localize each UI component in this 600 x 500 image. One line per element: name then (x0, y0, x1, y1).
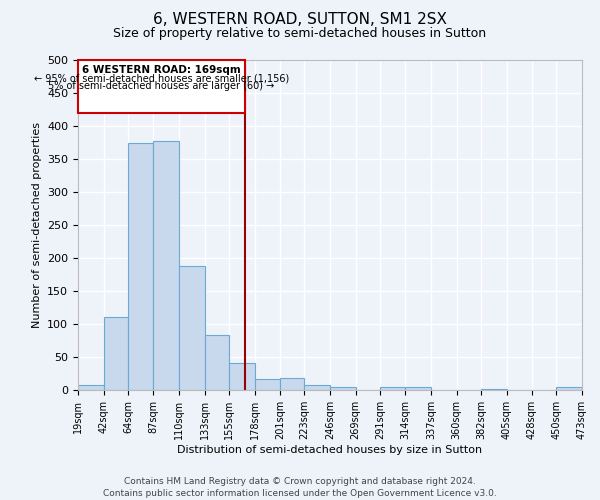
Bar (304, 384, 330, 390)
Bar (556, 386, 582, 390)
Text: Contains public sector information licensed under the Open Government Licence v3: Contains public sector information licen… (103, 489, 497, 498)
Bar (280, 378, 304, 390)
X-axis label: Distribution of semi-detached houses by size in Sutton: Distribution of semi-detached houses by … (178, 444, 482, 454)
Text: 5% of semi-detached houses are larger (60) →: 5% of semi-detached houses are larger (6… (48, 81, 274, 91)
Y-axis label: Number of semi-detached properties: Number of semi-detached properties (32, 122, 41, 328)
Bar (179, 266, 205, 390)
Bar (481, 388, 506, 390)
Bar (128, 142, 154, 390)
Text: 6, WESTERN ROAD, SUTTON, SM1 2SX: 6, WESTERN ROAD, SUTTON, SM1 2SX (153, 12, 447, 28)
Bar (330, 388, 356, 390)
Text: 6 WESTERN ROAD: 169sqm: 6 WESTERN ROAD: 169sqm (82, 66, 241, 76)
Bar (104, 318, 128, 390)
Bar (154, 140, 179, 390)
Bar (406, 388, 431, 390)
Bar (380, 386, 406, 390)
Text: Size of property relative to semi-detached houses in Sutton: Size of property relative to semi-detach… (113, 28, 487, 40)
FancyBboxPatch shape (78, 60, 245, 113)
Text: ← 95% of semi-detached houses are smaller (1,156): ← 95% of semi-detached houses are smalle… (34, 73, 289, 83)
Bar (205, 335, 229, 390)
Bar (78, 384, 104, 390)
Bar (254, 379, 280, 390)
Bar (229, 363, 254, 390)
Text: Contains HM Land Registry data © Crown copyright and database right 2024.: Contains HM Land Registry data © Crown c… (124, 478, 476, 486)
